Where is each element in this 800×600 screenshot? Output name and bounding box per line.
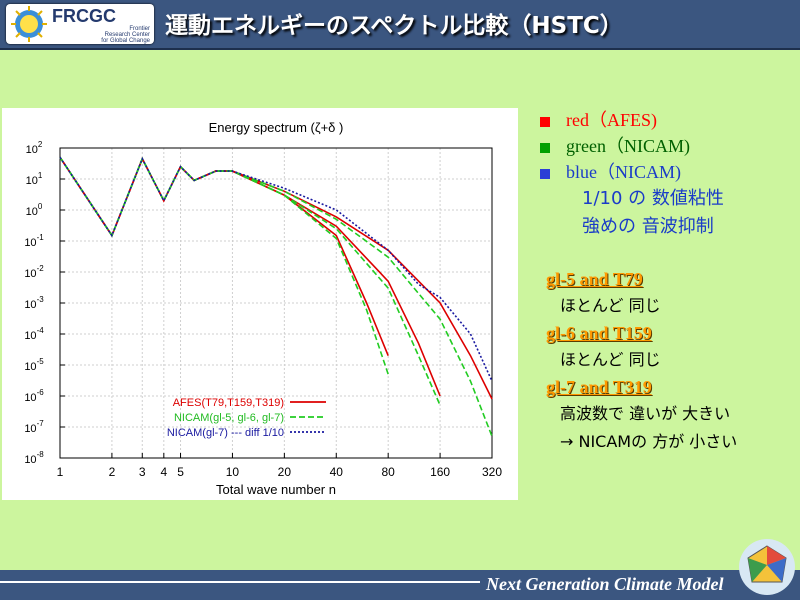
legend-label-afes: red（AFES) [566, 110, 657, 130]
note-sound-wave: 強めの 音波抑制 [582, 216, 714, 237]
x-axis-label: Total wave number n [216, 482, 336, 497]
chart-legend-label: NICAM(gl-7) --- diff 1/10 [167, 427, 284, 439]
legend-label-nicam-green: green（NICAM) [566, 136, 690, 156]
footer-title: Next Generation Climate Model [486, 574, 724, 594]
comparison-text-gl6: ほとんど 同じ [560, 350, 661, 369]
comparison-heading-gl5: gl-5 and T79 [546, 269, 643, 289]
y-tick-label: 100 [26, 202, 43, 218]
slide-header: FRCGC Frontier Research Center for Globa… [0, 0, 800, 50]
series-line [59, 156, 389, 357]
legend-row-afes: red（AFES) [540, 107, 790, 133]
x-tick-label: 40 [330, 465, 344, 479]
x-tick-label: 320 [482, 465, 502, 479]
x-tick-label: 1 [57, 465, 64, 479]
energy-spectrum-chart-panel: 1 2 3 4 5 10 20 40 80 160 320 102 101 100 10-1 10-2 10-3… [2, 108, 518, 500]
comparison-heading-gl7: gl-7 and T319 [546, 377, 652, 397]
slide-footer [0, 570, 800, 600]
x-tick-label: 2 [109, 465, 116, 479]
legend-label-nicam-blue: blue（NICAM) [566, 162, 681, 182]
energy-spectrum-chart: 1 2 3 4 5 10 20 40 80 160 320 102 101 100 10-1 10-2 10-3… [24, 120, 502, 497]
x-tick-label: 5 [177, 465, 184, 479]
chart-title: Energy spectrum (ζ+δ ) [209, 120, 344, 135]
series-line [59, 156, 389, 375]
comparison-text-gl7-conclusion: → NICAMの 方が 小さい [560, 432, 738, 451]
note-viscosity: 1/10 の 数値粘性 [582, 188, 724, 209]
logo-title: FRCGC [52, 6, 116, 26]
chart-legend-label: AFES(T79,T159,T319) [173, 397, 284, 409]
y-tick-label: 102 [26, 140, 43, 156]
x-tick-label: 20 [278, 465, 292, 479]
red-square-icon [540, 116, 550, 127]
blue-square-icon [540, 168, 550, 179]
y-tick-label: 10-1 [24, 233, 44, 249]
polyhedron-logo-icon [739, 539, 795, 595]
y-tick-label: 10-8 [24, 450, 44, 466]
logo-subtitle: Frontier Research Center for Global Chan… [101, 26, 150, 44]
series-line [59, 156, 493, 437]
y-tick-label: 10-7 [24, 419, 44, 435]
comparison-text-gl5: ほとんど 同じ [560, 296, 661, 315]
green-square-icon [540, 142, 550, 153]
series-line [59, 156, 441, 406]
x-tick-label: 3 [139, 465, 146, 479]
chart-legend-label: NICAM(gl-5, gl-6, gl-7) [174, 412, 284, 424]
legend-row-nicam-green: green（NICAM) [540, 133, 790, 159]
x-tick-label: 160 [430, 465, 450, 479]
y-tick-label: 10-2 [24, 264, 44, 280]
y-tick-label: 101 [26, 171, 43, 187]
sun-globe-icon [11, 6, 47, 42]
series-line [59, 156, 493, 382]
x-tick-label: 10 [226, 465, 240, 479]
comparison-heading-gl6: gl-6 and T159 [546, 323, 652, 343]
frcgc-logo: FRCGC Frontier Research Center for Globa… [6, 4, 154, 44]
legend-panel: red（AFES) green（NICAM) blue（NICAM) 1/10 … [540, 107, 790, 241]
x-tick-label: 80 [381, 465, 395, 479]
comparison-text-gl7: 高波数で 違いが 大きい [560, 404, 731, 423]
footer-divider [0, 581, 480, 583]
y-tick-label: 10-6 [24, 388, 44, 404]
y-tick-label: 10-5 [24, 357, 44, 373]
y-tick-label: 10-3 [24, 295, 44, 311]
comparison-list: gl-5 and T79 ほとんど 同じ gl-6 and T159 ほとんど … [546, 266, 796, 456]
y-tick-label: 10-4 [24, 326, 44, 342]
x-tick-label: 4 [160, 465, 167, 479]
slide-title: 運動エネルギーのスペクトル比較（HSTC） [165, 13, 623, 39]
legend-row-nicam-blue: blue（NICAM) [540, 159, 790, 185]
